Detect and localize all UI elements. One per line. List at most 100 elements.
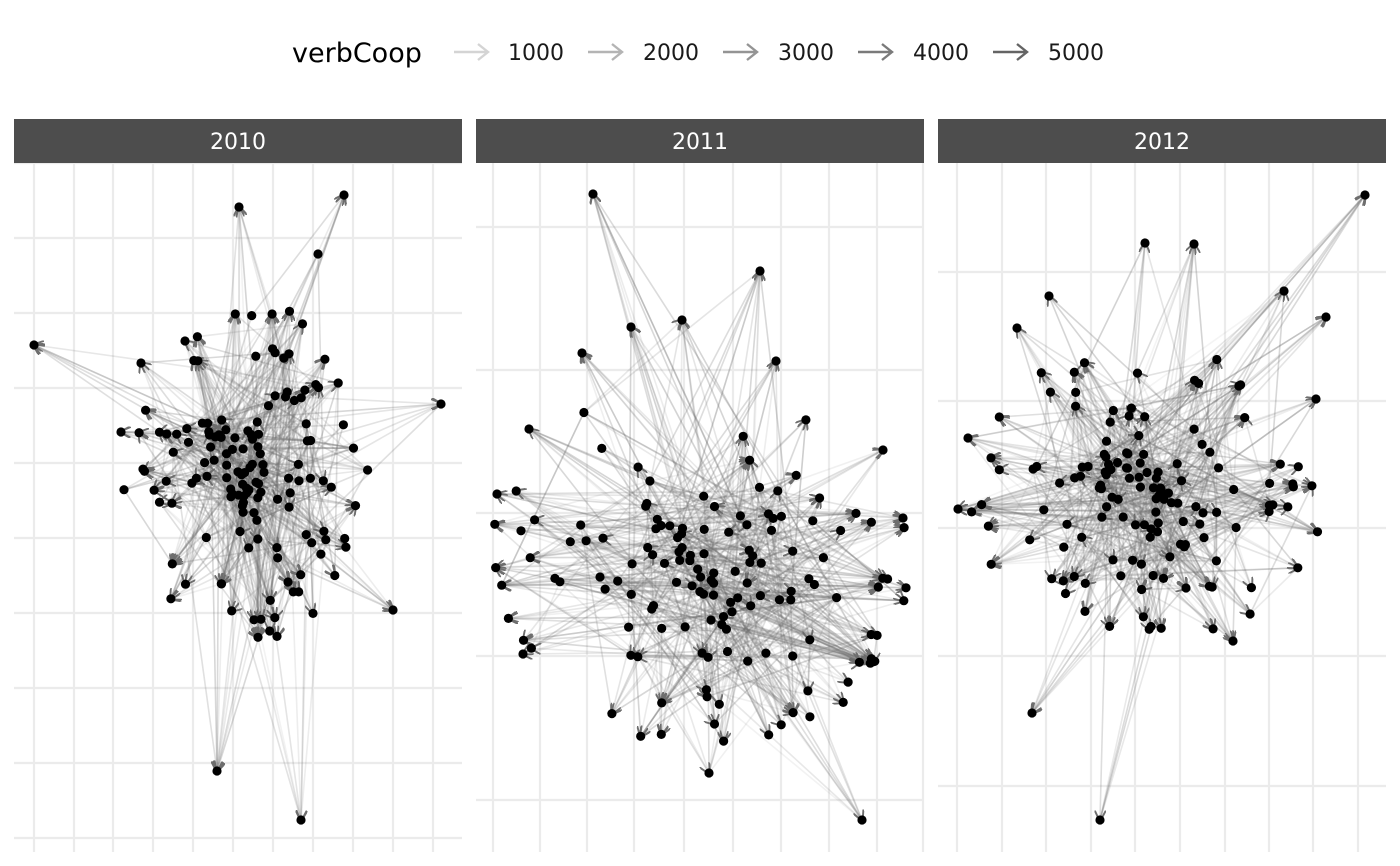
network-node [1144,624,1154,634]
network-edge [170,547,250,600]
network-node [613,576,623,586]
network-edge [145,409,222,421]
network-node [149,485,159,495]
network-edge [1111,496,1299,569]
network-edge [1160,243,1195,490]
network-edge [1049,296,1151,538]
network-node [674,547,684,557]
network-edge [604,588,707,697]
network-edge [1032,290,1285,470]
network-edge [638,657,709,658]
network-edge [729,490,779,603]
network-edge [1139,399,1316,464]
network-edge [630,326,733,613]
network-node [642,498,652,509]
network-edge [748,513,856,552]
network-node [677,523,688,533]
network-edge [630,555,652,595]
network-edge [1075,391,1139,435]
network-edge [646,502,903,519]
network-edge [1215,466,1299,562]
network-node [1360,190,1370,200]
network-edge [652,553,860,664]
network-edge [500,412,585,586]
network-edge [713,597,838,725]
network-edge [710,270,761,581]
network-edge [724,518,774,741]
network-edge [1085,363,1203,446]
network-edge [971,479,1182,513]
network-edge [234,253,319,439]
network-edge [1085,467,1129,611]
network-edge [516,491,705,555]
network-edge [1193,428,1294,485]
network-edge [706,634,878,698]
network-edge [637,525,671,657]
network-edge [611,554,654,714]
facet-panel-2011: 2011 [476,119,925,852]
network-node [1307,481,1317,491]
network-node [986,559,996,569]
network-edge [501,480,651,586]
network-node [1156,623,1166,633]
network-edge [186,428,302,821]
network-edge [522,594,714,655]
legend-label-5000: 5000 [1048,41,1104,66]
network-edge [678,560,703,654]
network-edge [1106,440,1270,507]
network-edge [158,501,259,637]
network-edge [226,452,311,480]
network-edge [310,439,368,471]
network-node [627,559,637,569]
network-node [1139,449,1149,459]
network-edge [225,353,290,431]
network-edge [703,529,811,718]
network-node [1071,401,1081,411]
network-edge [1100,422,1111,820]
network-edge [836,596,904,602]
network-edge [225,313,237,466]
network-edge [225,477,271,632]
network-edge [138,432,207,538]
network-node [526,643,537,653]
network-edge [957,508,1204,514]
network-edge [585,540,707,697]
network-edge [299,424,345,575]
network-node [963,433,973,443]
network-node [1142,467,1152,478]
network-node [766,525,777,536]
network-node [518,649,528,659]
network-node [1229,484,1239,495]
network-edge [172,492,291,564]
network-node [1027,708,1037,718]
network-edge [1029,488,1162,541]
network-edge [1074,406,1103,518]
network-node [161,476,171,486]
network-edge [225,310,291,431]
network-edge [232,447,354,451]
network-node [626,589,636,600]
network-node [1166,498,1177,508]
network-node [808,516,818,526]
network-edge [705,578,889,691]
network-node [899,523,909,533]
network-edge [170,355,257,600]
network-node [1191,502,1201,512]
network-edge [559,581,727,630]
network-node [138,464,148,474]
network-edge [700,592,837,599]
network-node [555,577,565,587]
network-node [702,692,712,702]
network-node [1097,512,1107,522]
facet-panel-2012: 2012 [938,119,1386,852]
network-edge [1160,487,1274,506]
network-edge [748,460,781,600]
network-node [273,494,283,504]
network-edge [496,493,782,518]
network-edge [494,523,556,579]
network-node [252,417,262,427]
network-edge [534,519,709,657]
network-node [704,768,714,778]
network-edge [1081,436,1139,468]
network-node [1060,588,1071,599]
